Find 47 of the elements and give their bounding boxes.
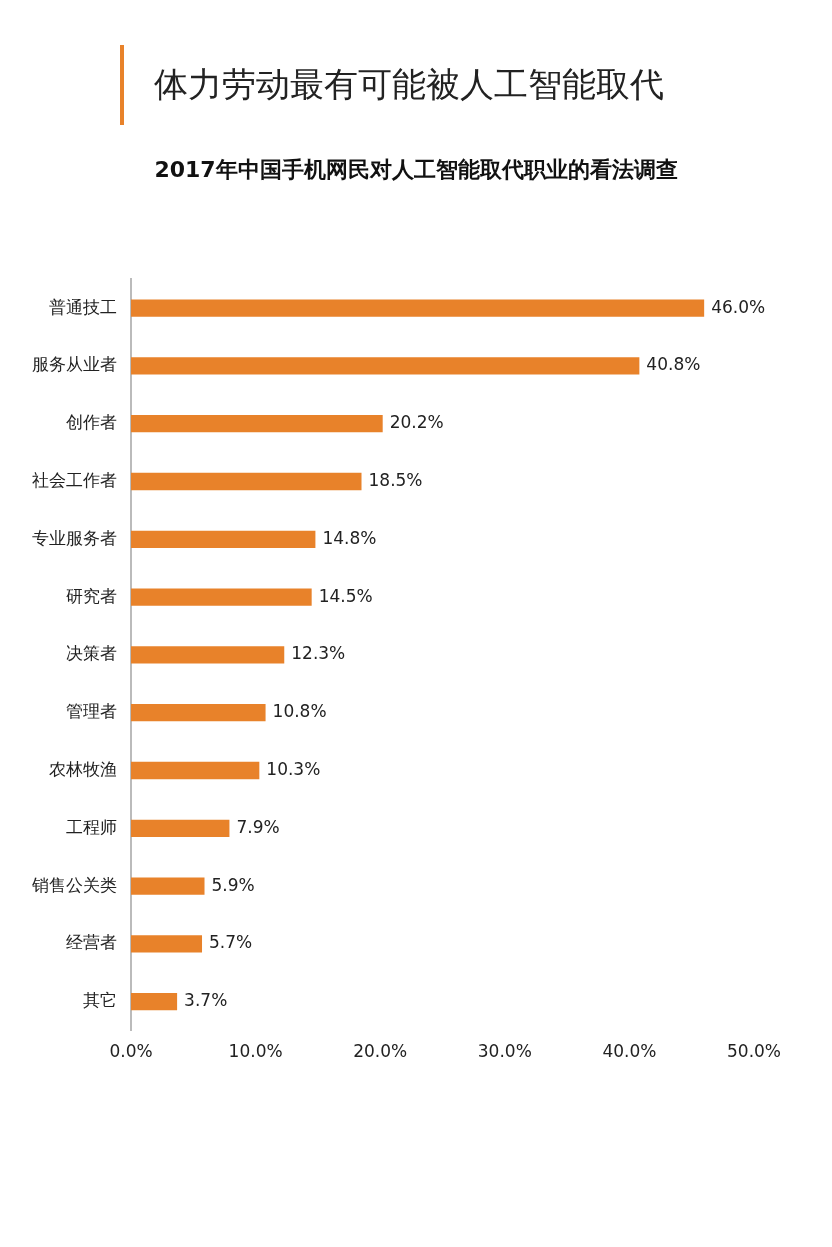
y-tick-label: 专业服务者 [32,527,117,548]
data-label: 10.8% [272,701,327,722]
data-label: 5.7% [209,932,253,953]
y-tick-label: 研究者 [66,585,117,606]
bar [131,819,230,837]
x-tick-label: 40.0% [602,1041,657,1062]
bar [131,935,203,953]
data-label: 14.5% [318,585,373,606]
y-tick-label: 其它 [83,990,117,1011]
chart-subtitle: 2017年中国手机网民对人工智能取代职业的看法调查 [153,156,679,184]
x-tick-label: 10.0% [228,1041,283,1062]
bar [131,357,640,375]
chart-title: 体力劳动最有可能被人工智能取代 [154,63,664,106]
data-label: 3.7% [184,990,228,1011]
bar [131,993,178,1011]
data-label: 18.5% [368,469,423,490]
bar [131,588,312,606]
bar [131,761,260,780]
data-label: 20.2% [389,412,444,433]
bar [131,415,383,433]
y-tick-label: 工程师 [66,816,117,837]
data-label: 40.8% [646,354,701,375]
y-tick-label: 经营者 [66,932,117,953]
data-label: 10.3% [266,758,321,779]
data-label: 14.8% [322,527,377,548]
bar [131,646,285,664]
data-label: 7.9% [236,816,280,837]
x-tick-label: 0.0% [109,1041,153,1062]
bar [131,530,316,548]
data-label: 46.0% [711,296,766,317]
bar [131,299,705,317]
x-tick-label: 20.0% [353,1041,408,1062]
y-tick-label: 销售公关类 [31,874,117,895]
bar [131,704,266,722]
y-tick-label: 服务从业者 [32,354,117,375]
bar [131,877,205,895]
data-label: 5.9% [211,874,255,895]
x-tick-label: 50.0% [726,1041,782,1062]
y-tick-label: 决策者 [66,643,117,664]
bar [131,472,362,491]
x-tick-label: 30.0% [477,1041,532,1062]
y-tick-label: 农林牧渔 [49,758,117,779]
y-tick-label: 社会工作者 [32,469,117,490]
y-tick-label: 管理者 [66,701,117,722]
data-label: 12.3% [291,643,346,664]
y-tick-label: 普通技工 [49,296,117,317]
y-tick-label: 创作者 [66,412,117,433]
